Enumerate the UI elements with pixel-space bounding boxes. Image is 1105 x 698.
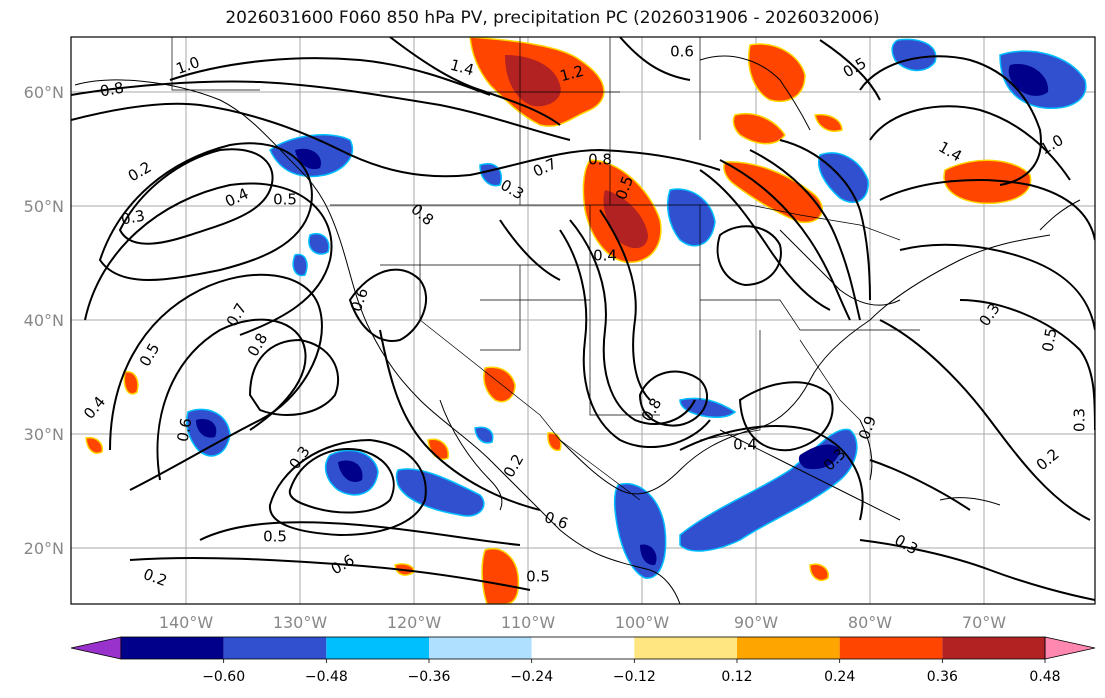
colorbar-ticks: −0.60 −0.48 −0.36 −0.24 −0.12 0.12 0.24 0.36 0.4… (202, 659, 1061, 685)
contour-label: 0.6 (670, 43, 694, 61)
map-frame (70, 36, 1096, 605)
contour-label: 0.8 (99, 79, 126, 101)
colorbar-segment (223, 637, 327, 659)
contour-label: 0.5 (526, 568, 550, 586)
lon-label: 110°W (501, 613, 556, 632)
colorbar-extend-min (70, 636, 122, 660)
lat-label: 60°N (24, 83, 64, 102)
pv-contours (71, 37, 1095, 601)
colorbar-tick-label: −0.48 (305, 669, 348, 685)
colorbar-tick-label: −0.36 (408, 669, 451, 685)
lat-axis: 60°N 50°N 40°N 30°N 20°N (24, 83, 64, 558)
borders (171, 37, 920, 501)
lat-label: 40°N (24, 311, 64, 330)
contour-label: 0.5 (1039, 327, 1061, 354)
lat-label: 30°N (24, 425, 64, 444)
lon-label: 70°W (962, 613, 1006, 632)
precipitation-negative (186, 38, 1087, 579)
contour-label: 0.4 (593, 247, 617, 265)
colorbar-tick-label: −0.60 (202, 669, 245, 685)
colorbar-extend-max (1044, 636, 1096, 660)
contour-label: 0.8 (588, 151, 612, 169)
lat-label: 50°N (24, 197, 64, 216)
lon-label: 90°W (734, 613, 778, 632)
colorbar-segment (634, 637, 737, 659)
plot-title: 2026031600 F060 850 hPa PV, precipitatio… (225, 8, 880, 28)
colorbar-segment (737, 637, 840, 659)
lon-label: 140°W (159, 613, 214, 632)
lon-label: 130°W (273, 613, 328, 632)
colorbar-segments (70, 636, 1096, 660)
colorbar-tick-label: −0.12 (613, 669, 656, 685)
colorbar-segment (839, 637, 943, 659)
contour-label: 0.3 (1071, 408, 1089, 432)
contour-label: 0.3 (120, 207, 147, 229)
contour-label: 0.6 (174, 417, 196, 444)
lon-label: 80°W (848, 613, 892, 632)
colorbar-segment (942, 637, 1045, 659)
colorbar-segment (121, 637, 224, 659)
contour-label: 0.5 (273, 191, 297, 209)
colorbar-tick-label: 0.48 (1029, 669, 1060, 685)
contour-label: 0.5 (263, 528, 287, 546)
colorbar-segment (429, 637, 532, 659)
contour-label: 0.4 (733, 436, 757, 454)
lon-axis: 140°W 130°W 120°W 110°W 100°W 90°W 80°W … (159, 613, 1006, 632)
precipitation-positive (85, 37, 1032, 604)
lon-label: 120°W (387, 613, 442, 632)
lat-label: 20°N (24, 539, 64, 558)
colorbar-segment (531, 637, 635, 659)
colorbar-tick-label: 0.24 (824, 669, 855, 685)
colorbar-outline (120, 636, 1046, 660)
lon-label: 100°W (615, 613, 670, 632)
colorbar-tick-label: 0.36 (927, 669, 958, 685)
colorbar-tick-label: 0.12 (721, 669, 752, 685)
colorbar-tick-label: −0.24 (510, 669, 553, 685)
contour-label: 1.2 (558, 62, 586, 86)
colorbar-segment (326, 637, 429, 659)
contour-label: 1.4 (448, 56, 476, 80)
